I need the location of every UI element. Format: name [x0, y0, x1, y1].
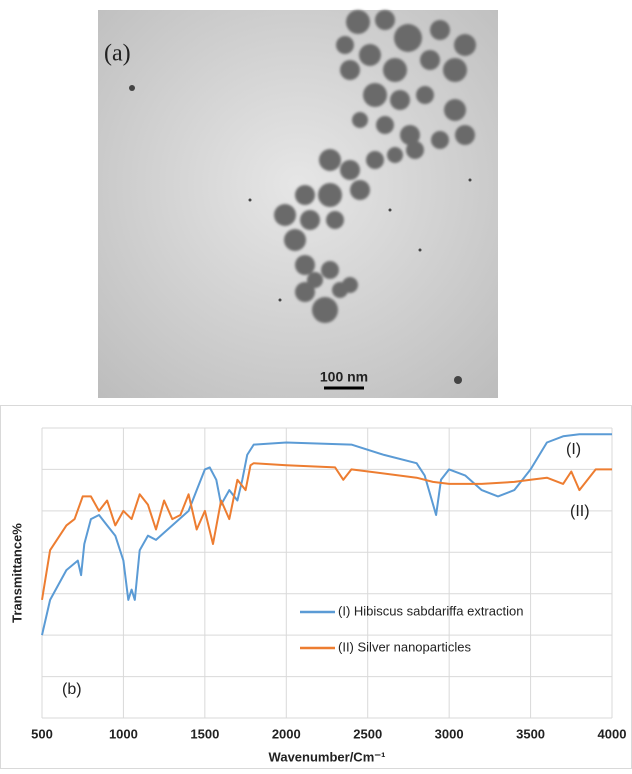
particle	[359, 44, 381, 66]
particle	[346, 10, 370, 34]
particle	[312, 297, 338, 323]
particle	[363, 83, 387, 107]
speck	[129, 85, 135, 91]
particle	[274, 204, 296, 226]
particles	[274, 10, 476, 323]
particle	[420, 50, 440, 70]
annotation: (II)	[570, 503, 590, 520]
x-tick-label: 4000	[598, 726, 627, 741]
particle	[376, 116, 394, 134]
particle	[444, 99, 466, 121]
particle	[340, 60, 360, 80]
legend-label: (I) Hibiscus sabdariffa extraction	[338, 603, 523, 618]
particle	[295, 255, 315, 275]
particle	[387, 147, 403, 163]
speck	[248, 198, 252, 202]
particle	[332, 282, 348, 298]
particle	[326, 211, 344, 229]
particle	[321, 261, 339, 279]
particle	[394, 24, 422, 52]
particle	[430, 20, 450, 40]
particle	[336, 36, 354, 54]
x-tick-label: 1500	[190, 726, 219, 741]
series-line	[41, 433, 612, 636]
y-axis-label: Transmittance%	[9, 523, 24, 623]
particle	[366, 151, 384, 169]
speck	[454, 376, 462, 384]
speck	[418, 248, 422, 252]
series-line	[41, 462, 612, 601]
particle	[300, 210, 320, 230]
particle	[431, 131, 449, 149]
particle	[443, 58, 467, 82]
particle	[390, 90, 410, 110]
x-tick-label: 1000	[109, 726, 138, 741]
particle	[319, 149, 341, 171]
annotation: (I)	[566, 441, 581, 458]
particle	[295, 185, 315, 205]
scale-bar-label: 100 nm	[320, 369, 368, 385]
particle	[295, 282, 315, 302]
x-tick-label: 2000	[272, 726, 301, 741]
x-tick-label: 2500	[353, 726, 382, 741]
legend-label: (II) Silver nanoparticles	[338, 639, 471, 654]
x-tick-label: 3500	[516, 726, 545, 741]
particle	[416, 86, 434, 104]
particle	[318, 183, 342, 207]
panel-label: (b)	[62, 681, 82, 698]
panel-label: (a)	[104, 41, 131, 67]
particle	[406, 141, 424, 159]
particle	[383, 58, 407, 82]
speck	[468, 178, 472, 182]
particle	[455, 125, 475, 145]
speck	[388, 208, 392, 212]
particle	[352, 112, 368, 128]
tem-image	[98, 10, 498, 398]
particle	[340, 160, 360, 180]
speck	[278, 298, 282, 302]
x-axis-label: Wavenumber/Cm⁻¹	[269, 749, 386, 764]
particle	[454, 34, 476, 56]
x-tick-label: 500	[31, 726, 53, 741]
particle	[375, 10, 395, 30]
x-tick-label: 3000	[435, 726, 464, 741]
particle	[284, 229, 306, 251]
particle	[350, 180, 370, 200]
particle	[400, 125, 420, 145]
